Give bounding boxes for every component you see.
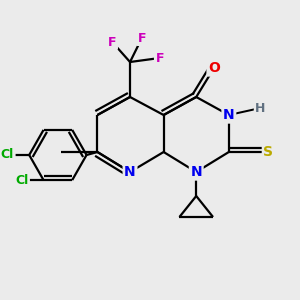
Text: F: F [108, 35, 116, 49]
Text: N: N [190, 165, 202, 179]
Text: Cl: Cl [1, 148, 14, 161]
Text: F: F [138, 32, 146, 44]
Text: F: F [155, 52, 164, 64]
Text: N: N [124, 165, 136, 179]
Text: H: H [255, 101, 266, 115]
Text: N: N [223, 108, 235, 122]
Text: O: O [208, 61, 220, 75]
Text: Cl: Cl [15, 174, 28, 187]
Text: S: S [263, 145, 273, 159]
